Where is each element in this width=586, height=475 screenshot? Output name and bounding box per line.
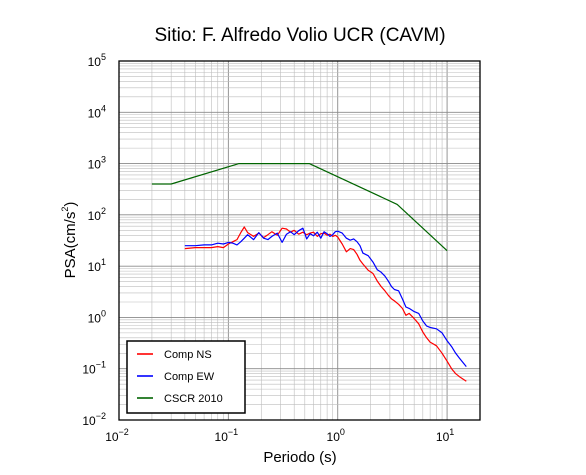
y-tick-label: 104 xyxy=(88,103,106,120)
legend: Comp NS Comp EW CSCR 2010 xyxy=(126,340,246,414)
y-axis-label-base: PSA(cm/s xyxy=(62,212,79,279)
x-axis-tick-labels: 10−2 10−1 100 101 xyxy=(105,427,454,444)
y-axis-label: PSA(cm/s2) xyxy=(60,202,79,279)
legend-label: Comp EW xyxy=(164,371,215,383)
y-tick-label: 103 xyxy=(88,155,106,172)
y-axis-label-close: ) xyxy=(62,202,79,207)
plot-frame xyxy=(118,60,481,421)
series-line-comp-ew xyxy=(184,227,467,367)
grid-lines xyxy=(119,61,480,420)
y-tick-label: 10−1 xyxy=(82,360,106,377)
legend-label: Comp NS xyxy=(164,349,212,361)
x-tick-label: 101 xyxy=(436,427,454,444)
y-tick-label: 101 xyxy=(88,257,106,274)
x-tick-label: 10−2 xyxy=(105,427,129,444)
y-tick-label: 100 xyxy=(88,308,106,325)
x-tick-label: 100 xyxy=(327,427,345,444)
series-group xyxy=(151,163,467,382)
series-line-cscr-2010 xyxy=(151,163,448,252)
y-tick-label: 102 xyxy=(88,206,106,223)
series-line-comp-ns xyxy=(184,226,467,382)
y-axis-tick-labels: 10−2 10−1 100 101 102 103 104 105 xyxy=(82,52,106,428)
chart-title: Sitio: F. Alfredo Volio UCR (CAVM) xyxy=(154,25,445,46)
y-tick-label: 105 xyxy=(88,52,106,69)
x-tick-label: 10−1 xyxy=(215,427,239,444)
x-axis-label: Periodo (s) xyxy=(263,449,336,466)
legend-label: CSCR 2010 xyxy=(164,393,223,405)
legend-box xyxy=(126,340,246,414)
y-tick-label: 10−2 xyxy=(82,411,106,428)
y-axis-label-exponent: 2 xyxy=(60,207,70,212)
